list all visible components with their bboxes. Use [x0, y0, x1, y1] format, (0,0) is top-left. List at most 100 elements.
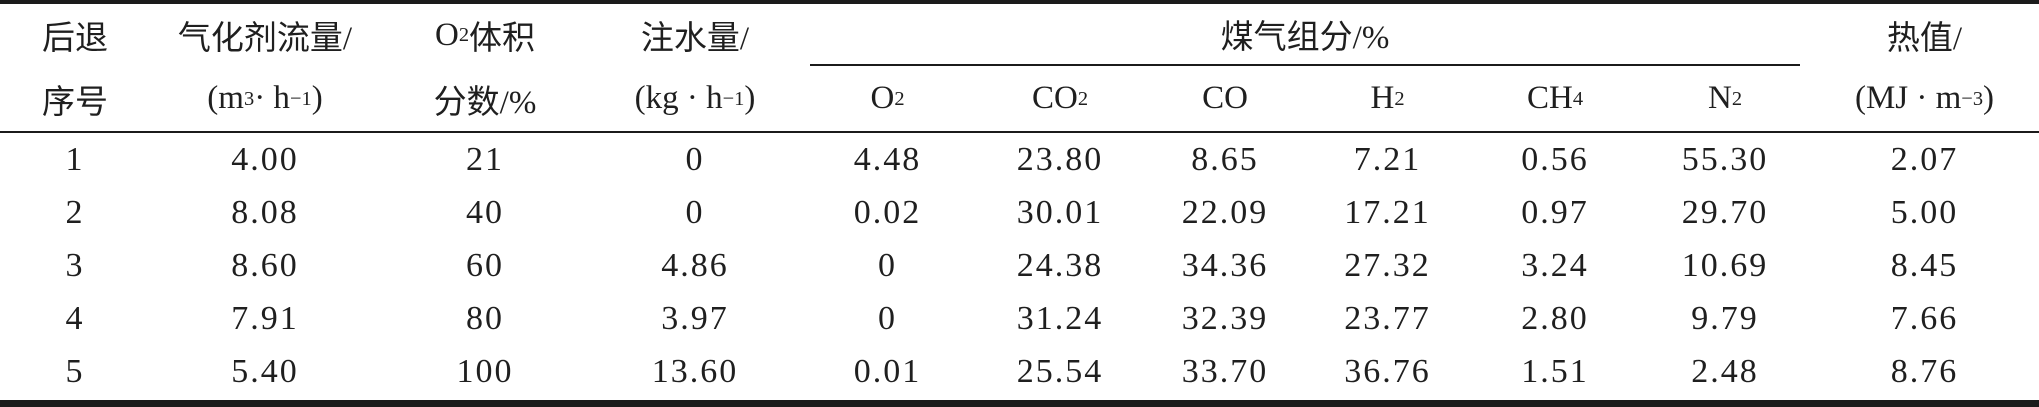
table-cell: 17.21: [1344, 193, 1431, 231]
o2-symbol: O: [434, 16, 459, 53]
gas-column-header: CH 4: [1526, 80, 1584, 117]
table-row: 5 5.40 100 13.60 0.01 25.54 33.70 36.76 1.51 2.48…: [0, 345, 2039, 398]
gas-group-label: 煤气组分/%: [810, 4, 1800, 67]
column-header-heat: 热值/ (MJ · m −3): [1810, 4, 2039, 131]
gas-formula: H: [1370, 80, 1395, 117]
gas-formula: CH: [1526, 80, 1573, 117]
table-cell: 80: [466, 299, 504, 337]
table-cell: 1: [65, 140, 85, 178]
water-header-unit: (kg · h −1): [634, 80, 756, 116]
table-cell: 1.51: [1521, 352, 1589, 390]
table-cell: 8.76: [1890, 352, 1959, 390]
gas-formula: O: [870, 80, 895, 117]
table-cell: 0.97: [1521, 193, 1589, 231]
table-cell: 5.40: [231, 352, 299, 390]
table-cell: 0: [685, 140, 705, 178]
table-cell: 0.02: [853, 193, 922, 231]
table-cell: 40: [466, 193, 504, 231]
o2-title-rest: 体积: [469, 21, 536, 57]
table-cell: 23.77: [1344, 299, 1431, 337]
serial-header-line1: 后退: [42, 21, 108, 57]
table-cell: 22.09: [1181, 193, 1269, 231]
table-body: 1 4.00 21 0 4.48 23.80 8.65 7.21 0.56 55.30 2.07 2 8…: [0, 133, 2039, 398]
flow-header-title: 气化剂流量/: [177, 21, 353, 57]
table-cell: 31.24: [1016, 299, 1104, 337]
table-cell: 4.00: [231, 140, 299, 178]
water-unit-close: ): [744, 80, 756, 116]
table-cell: 2.07: [1890, 140, 1959, 178]
flow-header-unit: (m 3 · h −1): [207, 80, 323, 116]
table-cell: 8.08: [231, 193, 299, 231]
table-row: 2 8.08 40 0 0.02 30.01 22.09 17.21 0.97 29.70 5.00: [0, 186, 2039, 239]
table-cell: 23.80: [1016, 140, 1104, 178]
table-cell: 30.01: [1016, 193, 1104, 231]
table-row: 1 4.00 21 0 4.48 23.80 8.65 7.21 0.56 55.30 2.07: [0, 133, 2039, 186]
column-header-flow: 气化剂流量/ (m 3 · h −1): [150, 4, 380, 131]
table-cell: 0: [878, 299, 897, 337]
gas-subheader-row: O 2 CO 2 CO H 2 CH 4 N 2: [800, 66, 1810, 131]
flow-unit-dot: · h: [254, 80, 290, 116]
table-cell: 7.21: [1353, 140, 1422, 178]
table-cell: 3.24: [1521, 246, 1589, 284]
table-cell: 34.36: [1181, 246, 1269, 284]
heat-unit-close: ): [1983, 80, 1995, 116]
table-cell: 8.65: [1191, 140, 1259, 178]
table-cell: 2.48: [1691, 352, 1759, 390]
table-row: 4 7.91 80 3.97 0 31.24 32.39 23.77 2.80 9.79 7.66: [0, 292, 2039, 345]
table-cell: 4.86: [661, 246, 729, 284]
gas-formula: N: [1707, 80, 1732, 117]
table-cell: 55.30: [1681, 140, 1769, 178]
water-unit-open: (kg · h: [634, 80, 723, 116]
table-cell: 100: [456, 352, 514, 390]
table-cell: 21: [466, 140, 504, 178]
table-cell: 13.60: [651, 352, 739, 390]
table-cell: 32.39: [1181, 299, 1269, 337]
flow-unit-close: ): [311, 80, 323, 116]
table-cell: 9.79: [1691, 299, 1759, 337]
table-cell: 25.54: [1016, 352, 1104, 390]
gas-column-header: CO: [1145, 66, 1305, 131]
flow-unit-open: (m: [207, 80, 244, 116]
table-cell: 0.01: [853, 352, 922, 390]
table-cell: 60: [466, 246, 504, 284]
table-cell: 33.70: [1181, 352, 1269, 390]
table-cell: 4: [65, 299, 85, 337]
table-cell: 8.60: [231, 246, 299, 284]
heat-header-unit: (MJ · m −3): [1854, 80, 1995, 116]
heat-unit-open: (MJ · m: [1854, 80, 1962, 116]
table-cell: 5.00: [1890, 193, 1959, 231]
table-cell: 24.38: [1016, 246, 1104, 284]
serial-header-line2: 序号: [42, 84, 108, 121]
gas-column-header: CO 2: [1031, 80, 1089, 117]
table-cell: 36.76: [1344, 352, 1431, 390]
table-cell: 0: [685, 193, 705, 231]
o2-fraction-header-line2: 分数/%: [433, 84, 537, 121]
table-cell: 27.32: [1344, 246, 1431, 284]
gas-composition-group: 煤气组分/% O 2 CO 2 CO H 2 CH 4 N 2: [800, 4, 1810, 131]
table-cell: 5: [65, 352, 85, 390]
table-cell: 2.80: [1521, 299, 1589, 337]
table-row: 3 8.60 60 4.86 0 24.38 34.36 27.32 3.24 10.69 8.45: [0, 239, 2039, 292]
table-cell: 0: [878, 246, 897, 284]
table-cell: 7.91: [231, 299, 299, 337]
gas-formula: CO: [1031, 80, 1078, 117]
gas-formula: CO: [1202, 80, 1248, 117]
table-cell: 3.97: [661, 299, 729, 337]
table-cell: 10.69: [1681, 246, 1769, 284]
table-cell: 4.48: [853, 140, 922, 178]
column-header-serial: 后退 序号: [0, 4, 150, 131]
heat-header-title: 热值/: [1886, 21, 1963, 57]
table-cell: 0.56: [1521, 140, 1589, 178]
water-header-title: 注水量/: [640, 21, 750, 57]
table-cell: 3: [65, 246, 85, 284]
table-cell: 8.45: [1890, 246, 1959, 284]
table-cell: 29.70: [1681, 193, 1769, 231]
table-cell: 7.66: [1890, 299, 1959, 337]
